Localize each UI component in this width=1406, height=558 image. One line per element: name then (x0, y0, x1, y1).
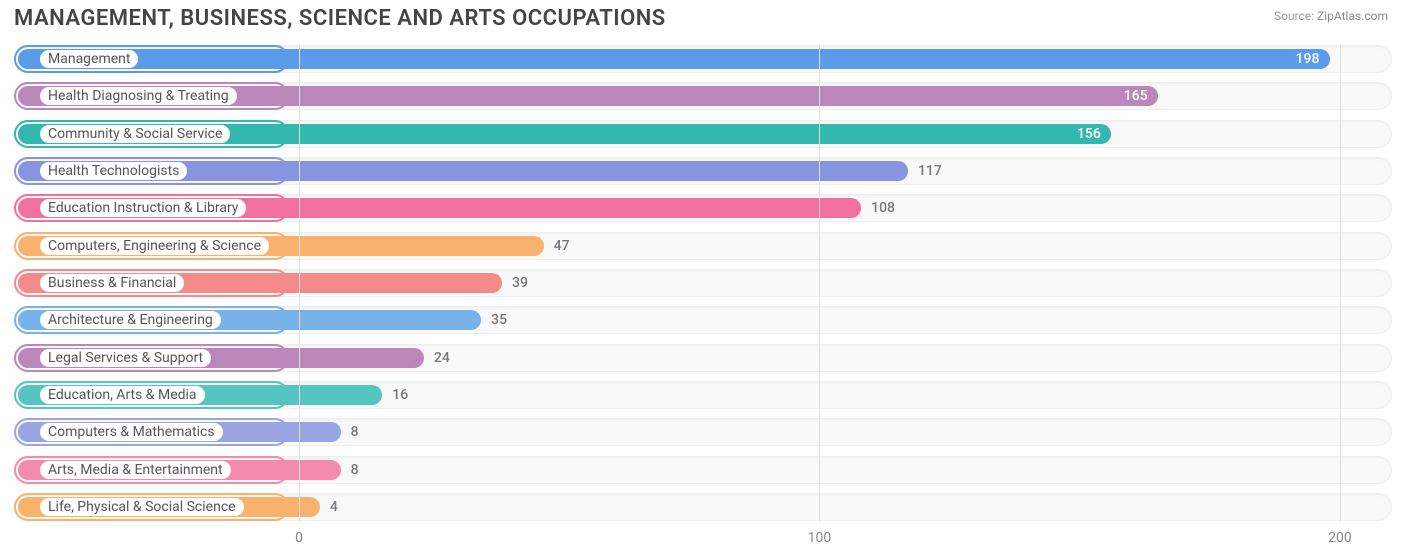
bar-row: Health Diagnosing & Treating 165 (14, 81, 1392, 111)
x-axis-label: 200 (1328, 530, 1352, 546)
bar-row: Legal Services & Support 24 (14, 343, 1392, 373)
bar-category-label: Management (40, 50, 138, 68)
bar-category-label: Health Technologists (40, 162, 187, 180)
bar-category-label: Computers & Mathematics (40, 423, 223, 441)
bar-value-label: 35 (491, 312, 507, 328)
bar-value-label: 165 (1124, 88, 1148, 104)
bar-row: Education, Arts & Media 16 (14, 380, 1392, 410)
bar-row: Management 198 (14, 44, 1392, 74)
bar-category-label: Architecture & Engineering (40, 311, 221, 329)
gridline (299, 44, 300, 522)
bar-category-label: Arts, Media & Entertainment (40, 461, 231, 479)
bar-row: Computers & Mathematics 8 (14, 417, 1392, 447)
bar-value-label: 24 (434, 350, 450, 366)
source-label: Source: (1274, 9, 1314, 23)
bar-value-label: 4 (330, 499, 338, 515)
bar-category-label: Legal Services & Support (40, 349, 211, 367)
gridline (1340, 44, 1341, 522)
gridline (819, 44, 820, 522)
bar-category-label: Education Instruction & Library (40, 199, 246, 217)
bar-row: Health Technologists 117 (14, 156, 1392, 186)
source-value: ZipAtlas.com (1317, 9, 1388, 23)
bar-value-label: 8 (351, 424, 359, 440)
bar-category-label: Computers, Engineering & Science (40, 237, 269, 255)
x-axis-label: 100 (808, 530, 832, 546)
bar-value-label: 117 (918, 163, 942, 179)
bar-category-label: Community & Social Service (40, 125, 230, 143)
bar-value-label: 198 (1296, 51, 1320, 67)
bar-row: Architecture & Engineering 35 (14, 305, 1392, 335)
chart-area: Management 198 Health Diagnosing & Treatin… (14, 44, 1392, 548)
bar-value-label: 47 (554, 238, 570, 254)
bar-category-label: Education, Arts & Media (40, 386, 205, 404)
chart-title: MANAGEMENT, BUSINESS, SCIENCE AND ARTS O… (14, 6, 666, 31)
bar-value-label: 156 (1077, 126, 1101, 142)
bar-category-label: Health Diagnosing & Treating (40, 87, 237, 105)
bar-value-label: 16 (392, 387, 408, 403)
x-axis-label: 0 (295, 530, 303, 546)
bar-value-label: 108 (871, 200, 895, 216)
bar-row: Business & Financial 39 (14, 268, 1392, 298)
bar-row: Education Instruction & Library 108 (14, 193, 1392, 223)
bar-row: Computers, Engineering & Science 47 (14, 231, 1392, 261)
bar-row: Life, Physical & Social Science 4 (14, 492, 1392, 522)
bar-row: Arts, Media & Entertainment 8 (14, 455, 1392, 485)
source-attribution: Source: ZipAtlas.com (1274, 9, 1388, 23)
bar-value-label: 39 (512, 275, 528, 291)
bar-fill (18, 49, 1330, 69)
bar-category-label: Life, Physical & Social Science (40, 498, 244, 516)
bars-container: Management 198 Health Diagnosing & Treatin… (14, 44, 1392, 522)
bar-category-label: Business & Financial (40, 274, 184, 292)
bar-value-label: 8 (351, 462, 359, 478)
bar-row: Community & Social Service 156 (14, 119, 1392, 149)
